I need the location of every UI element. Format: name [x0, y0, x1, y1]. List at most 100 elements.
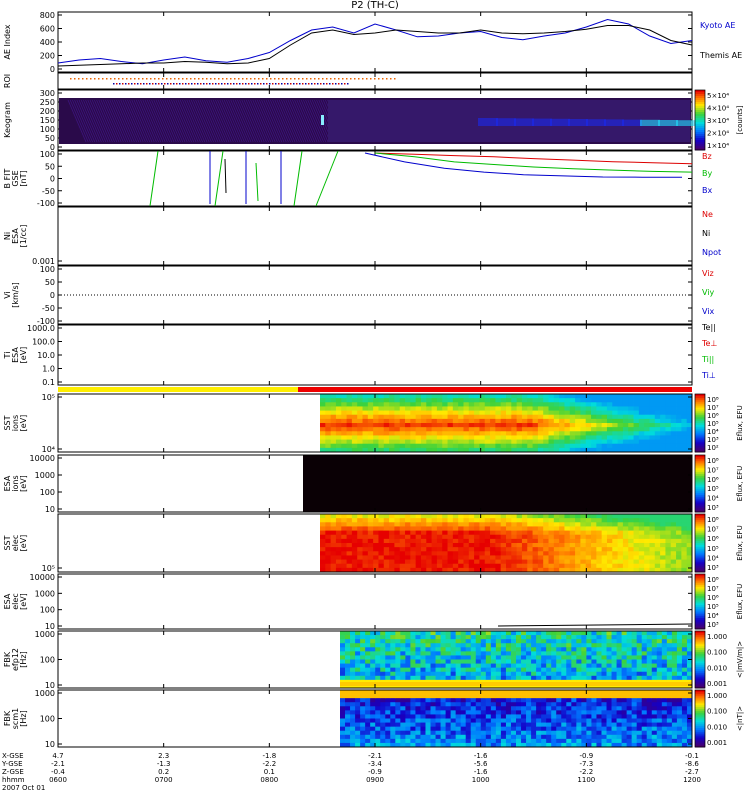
fbk-b-cell — [400, 730, 406, 736]
fbk-e-cell — [561, 655, 567, 660]
roi-dot — [131, 83, 133, 85]
fbk-e-cell — [425, 683, 431, 689]
sst-elec-cell — [357, 559, 363, 565]
fbk-b-cell — [661, 710, 668, 715]
sst-ions-cell — [676, 418, 682, 424]
sst-ions-cell — [506, 410, 512, 416]
fbk-b-cell — [651, 718, 658, 723]
sst-elec-cell — [373, 551, 379, 556]
fbk-e-cell — [345, 639, 351, 644]
sst-ions-cell — [553, 398, 560, 403]
keogram-band — [550, 118, 570, 126]
sst-elec-cell — [495, 522, 502, 527]
fbk-b-cell — [666, 694, 673, 699]
fbk-e-cell — [591, 671, 597, 677]
ae-tick-label: 600 — [40, 25, 55, 34]
sst-elec-cell — [665, 538, 672, 544]
esa-elec-colorbar-cell — [695, 594, 705, 597]
fbk-b-cell — [395, 722, 401, 728]
fbk-e-cell — [591, 651, 597, 656]
sst-ions-colorbar-cell — [695, 432, 705, 436]
fbk-e-cell — [445, 639, 452, 644]
sst-ions-cell — [442, 410, 448, 416]
roi-dot — [113, 83, 115, 85]
fbk-b-cell — [415, 698, 421, 703]
sst-ions-cell — [490, 435, 496, 440]
sst-elec-cell — [543, 522, 549, 527]
sst-elec-cell — [548, 534, 555, 540]
fbk-b-colorbar-cell — [695, 693, 705, 697]
fbk-e-cell — [480, 631, 487, 636]
sst-ions-cell — [320, 410, 326, 416]
fbk-b-cell — [516, 710, 522, 715]
fbk-b-cell — [425, 722, 431, 728]
roi-dot — [200, 83, 202, 85]
fbk-b-cell — [571, 694, 577, 699]
fbk-b-cell — [526, 690, 532, 695]
sst-elec-cell — [537, 563, 544, 569]
fbk-b-colorbar-cell — [695, 703, 705, 706]
sst-elec-cell — [383, 567, 390, 573]
sst-ions-colorbar-cell — [695, 436, 705, 439]
fbk-e-cell — [526, 631, 532, 636]
sst-elec-cell — [330, 563, 337, 569]
sst-elec-cell — [420, 526, 427, 531]
sst-ions-cell — [633, 398, 640, 403]
sst-elec-cell — [521, 518, 528, 523]
sst-ions-cell — [606, 447, 613, 453]
fbk-b-cell — [505, 722, 512, 728]
sst-elec-cell — [591, 522, 597, 527]
sst-elec-colorbar-label: 10³ — [707, 564, 719, 572]
fbk-e-cell — [536, 643, 542, 648]
x-axis-value: 4.7 — [52, 752, 63, 760]
fbk-e-cell — [470, 675, 477, 681]
sst-ions-colorbar-cell — [695, 405, 705, 409]
keogram-streak — [274, 99, 294, 143]
fbk-e-cell — [671, 647, 678, 652]
sst-ions-cell — [532, 394, 539, 399]
sst-elec-cell — [383, 563, 390, 569]
sst-ions-cell — [357, 398, 363, 403]
fbk-e-cell — [400, 643, 406, 648]
sst-elec-cell — [410, 526, 417, 531]
fbk-b-cell — [510, 730, 517, 736]
fbk-b-colorbar-cell — [695, 743, 705, 746]
esa-elec-tick-label: 10 — [45, 622, 55, 631]
sst-elec-cell — [325, 518, 332, 523]
sst-ions-cell — [633, 394, 640, 399]
sst-elec-cell — [479, 555, 486, 560]
sst-ions-cell — [373, 410, 379, 416]
sst-ions-cell — [373, 431, 379, 436]
fbk-b-cell — [631, 706, 638, 711]
fbk-e-cell — [475, 631, 482, 636]
fbk-e-cell — [365, 643, 371, 648]
fbk-b-colorbar-cell — [695, 720, 705, 723]
keogram-streak — [164, 99, 184, 143]
fbk-e-cell — [380, 651, 386, 656]
roi-dot — [158, 78, 160, 80]
esa-elec-colorbar-cell — [695, 596, 705, 599]
sst-elec-cell — [383, 522, 390, 527]
sst-elec-cell — [638, 551, 645, 556]
esa-elec-ylabel: [eV] — [19, 593, 28, 610]
keogram-streak — [243, 99, 263, 143]
fbk-e-cell — [415, 663, 421, 669]
fbk-e-cell — [586, 659, 592, 664]
sst-ions-cell — [628, 414, 634, 420]
fbk-b-cell — [475, 694, 482, 699]
fbk-b-cell — [591, 694, 597, 699]
sst-ions-cell — [622, 423, 629, 428]
x-axis-value: 0900 — [366, 776, 384, 784]
fbk-b-cell — [370, 730, 376, 736]
sst-elec-cell — [351, 563, 358, 569]
sst-ions-cell — [537, 427, 544, 432]
sst-ions-cell — [405, 402, 411, 407]
fbk-b-cell — [521, 718, 527, 723]
fbk-e-cell — [435, 643, 441, 648]
keogram-streak — [168, 99, 188, 143]
fbk-b-cell — [485, 710, 492, 715]
fbk-b-cell — [671, 742, 678, 748]
fbk-b-cell — [350, 698, 356, 703]
sst-elec-cell — [373, 514, 379, 519]
fbk-b-cell — [340, 694, 346, 699]
